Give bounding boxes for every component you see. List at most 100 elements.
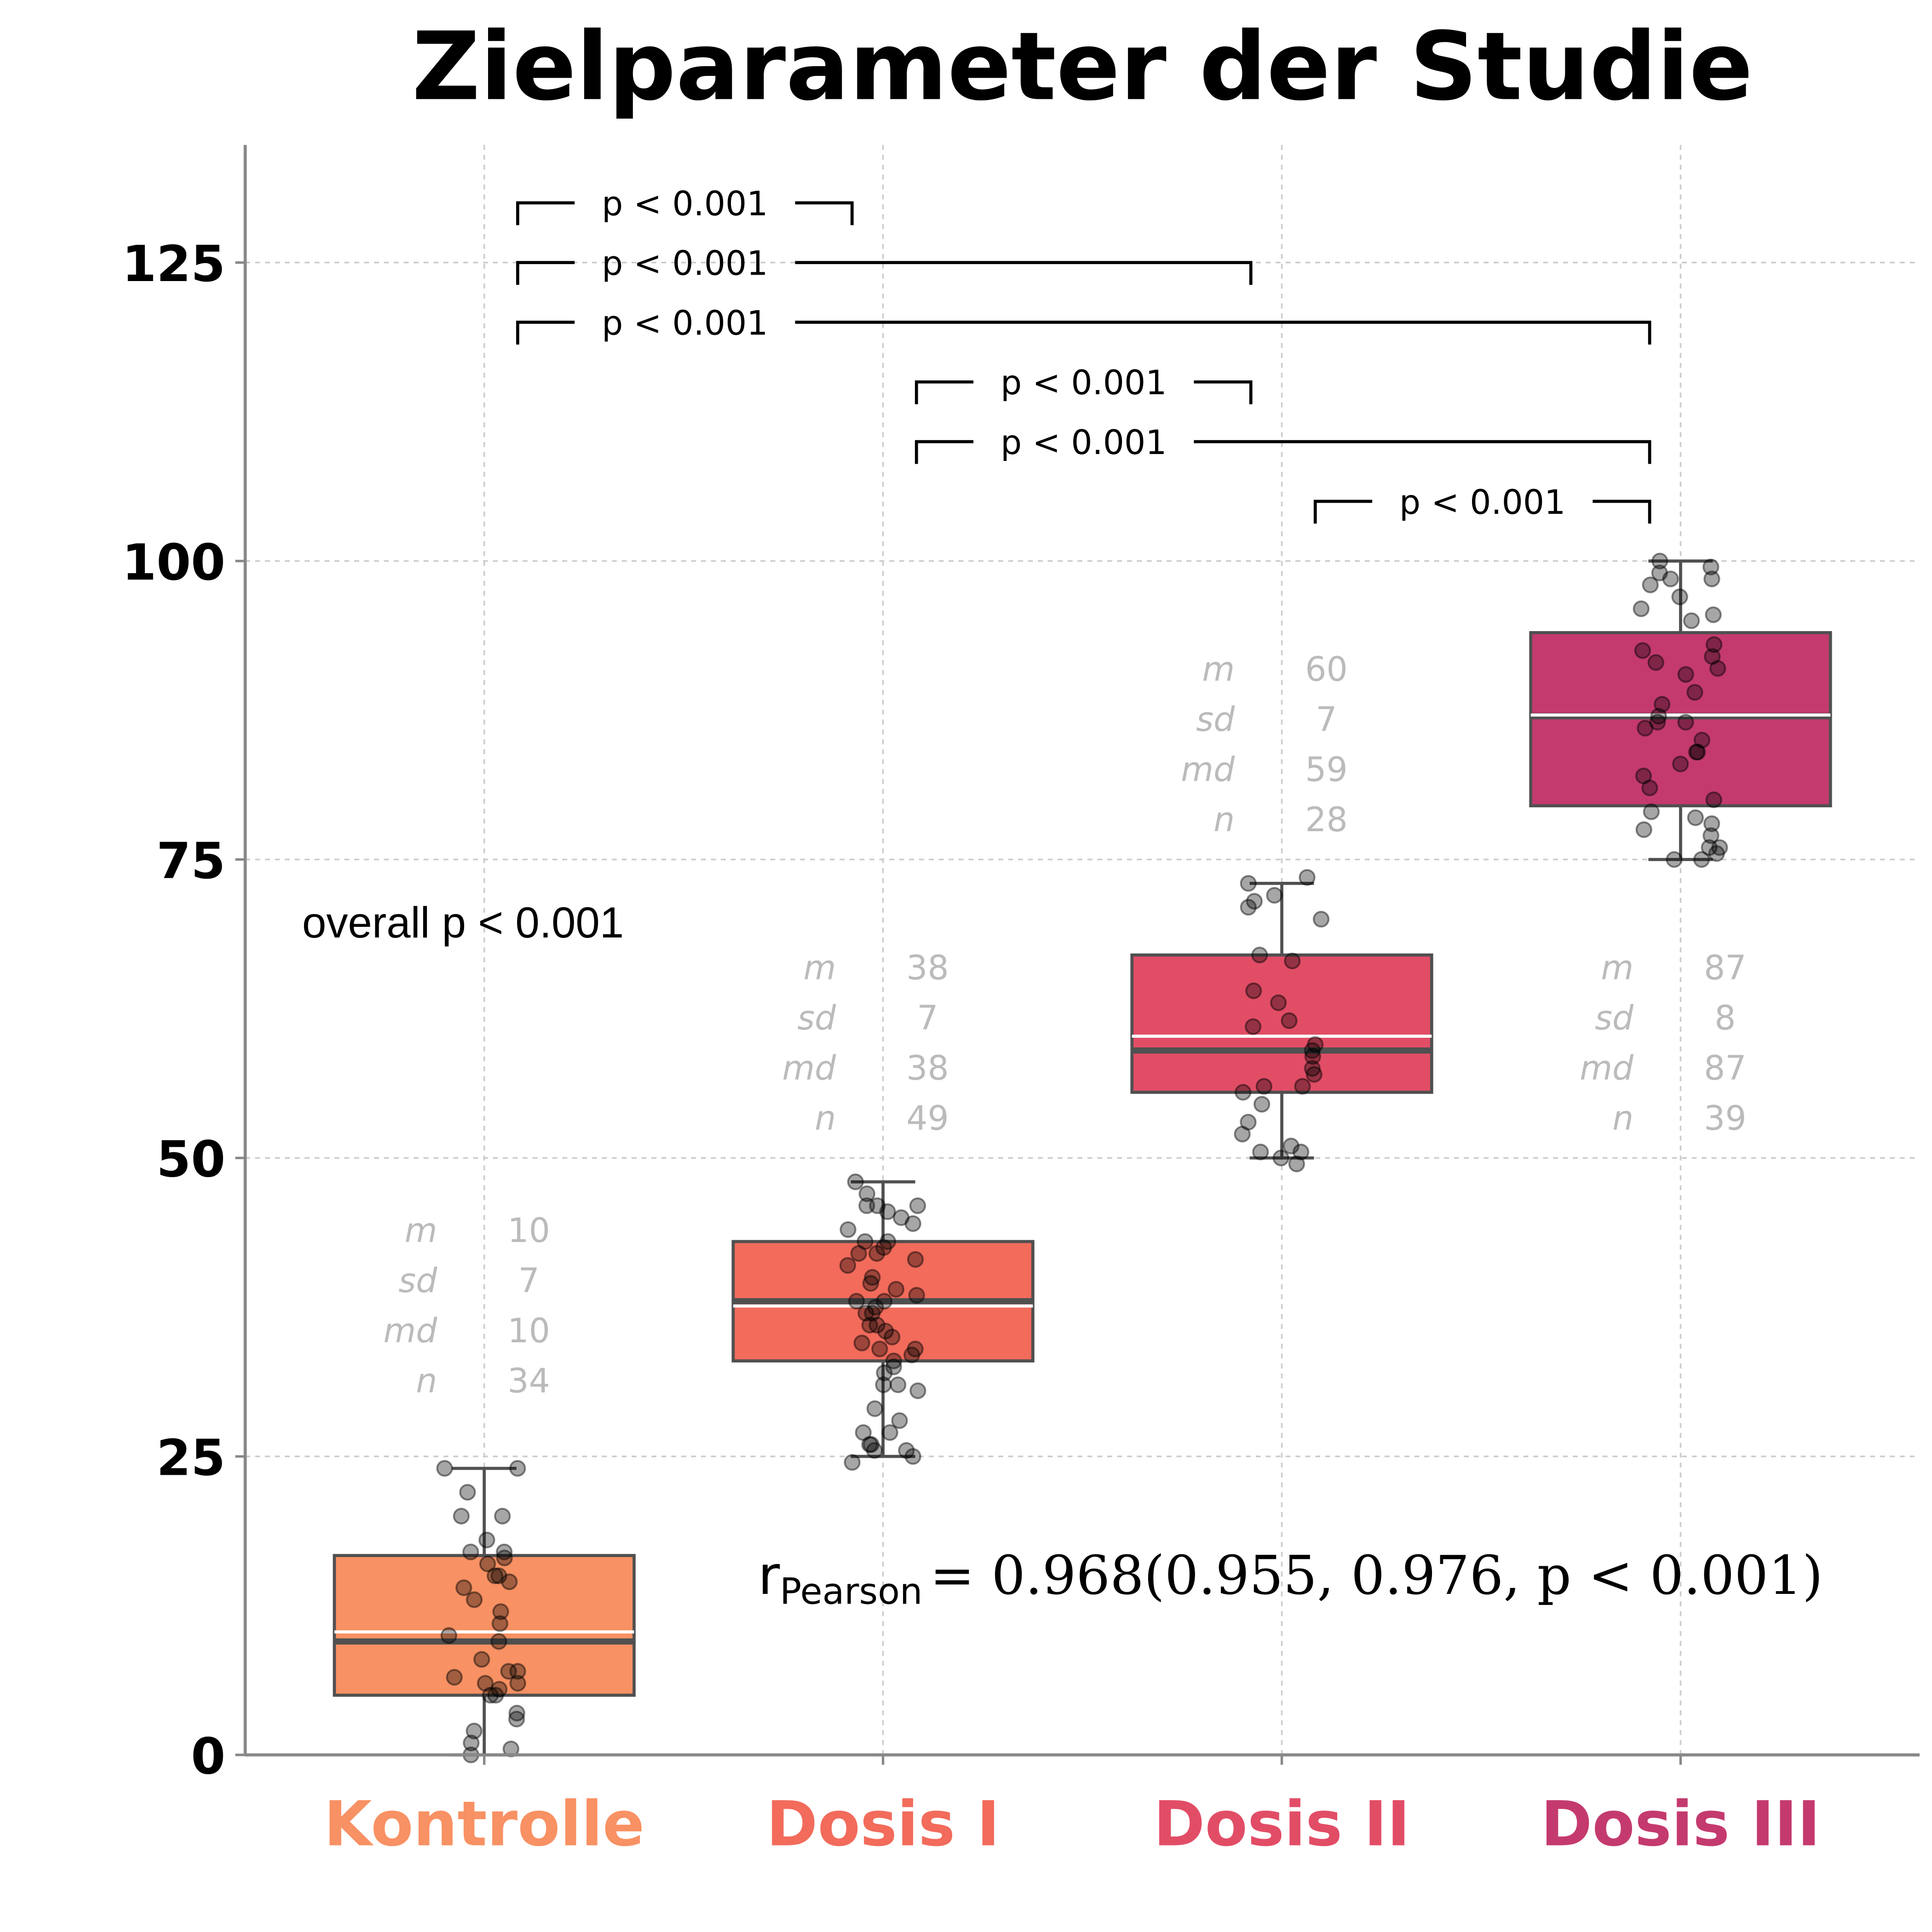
data-point bbox=[1635, 767, 1652, 784]
stat-value-sd: 8 bbox=[1714, 999, 1736, 1038]
data-point bbox=[1671, 588, 1688, 605]
data-point bbox=[477, 1675, 494, 1692]
data-point bbox=[1683, 612, 1700, 629]
data-point bbox=[436, 1460, 453, 1477]
data-point bbox=[1650, 707, 1667, 725]
data-point bbox=[861, 1436, 878, 1453]
data-point bbox=[490, 1633, 507, 1650]
data-point bbox=[1234, 1126, 1251, 1143]
data-point bbox=[1299, 869, 1316, 886]
data-point bbox=[1666, 851, 1683, 868]
boxes bbox=[333, 559, 1832, 1757]
data-point bbox=[904, 1215, 921, 1232]
data-point bbox=[496, 1549, 513, 1566]
stat-label-sd: sd bbox=[797, 999, 836, 1038]
data-point bbox=[858, 1197, 875, 1214]
stat-label-md: md bbox=[1580, 1049, 1634, 1088]
data-point bbox=[1304, 1042, 1321, 1059]
stat-value-n: 39 bbox=[1704, 1099, 1747, 1138]
pearson-subscript: Pearson bbox=[780, 1571, 922, 1613]
data-point bbox=[909, 1382, 926, 1399]
data-point bbox=[868, 1317, 886, 1334]
y-tick-label: 100 bbox=[122, 534, 225, 592]
data-point bbox=[1643, 803, 1660, 820]
data-point bbox=[1240, 1114, 1257, 1131]
data-point bbox=[853, 1334, 870, 1351]
data-point bbox=[1240, 899, 1257, 916]
y-tick-label: 50 bbox=[156, 1131, 225, 1189]
data-point bbox=[868, 1245, 886, 1262]
stat-value-m: 10 bbox=[507, 1212, 550, 1250]
significance-bracket bbox=[516, 261, 1253, 285]
x-tick-label-dosis-ii: Dosis II bbox=[1154, 1788, 1410, 1860]
annotations: m 10 sd 7 md 10 n 34 m 38 sd 7 md 38 n 49 m 60 sd 7 md 59 n 28 m… bbox=[383, 185, 1746, 1401]
x-tick-label-kontrolle: Kontrolle bbox=[324, 1788, 644, 1860]
data-point bbox=[862, 1436, 880, 1453]
data-point bbox=[1711, 839, 1728, 856]
data-point bbox=[1701, 839, 1718, 856]
data-point bbox=[1688, 743, 1705, 761]
data-point bbox=[1284, 952, 1301, 970]
data-point bbox=[1272, 1150, 1289, 1167]
significance-bracket bbox=[1313, 500, 1651, 524]
data-point bbox=[1693, 731, 1711, 749]
data-point bbox=[904, 1448, 921, 1465]
data-point bbox=[1255, 1078, 1273, 1095]
data-point bbox=[1647, 654, 1664, 671]
data-point bbox=[839, 1257, 857, 1274]
data-point bbox=[1662, 570, 1679, 587]
p-value-label: p < 0.001 bbox=[1000, 424, 1167, 462]
data-point bbox=[500, 1663, 517, 1680]
data-point bbox=[879, 1203, 896, 1220]
data-point bbox=[876, 1364, 893, 1381]
data-point bbox=[509, 1663, 526, 1680]
data-point bbox=[1649, 713, 1666, 731]
data-point bbox=[1282, 1138, 1300, 1155]
significance-bracket bbox=[516, 201, 854, 225]
x-tick-label-dosis-i: Dosis I bbox=[766, 1788, 1000, 1860]
data-point bbox=[881, 1424, 898, 1441]
data-point bbox=[903, 1346, 920, 1363]
data-point bbox=[1708, 845, 1725, 862]
data-point bbox=[850, 1245, 867, 1262]
data-point bbox=[508, 1704, 525, 1722]
data-point bbox=[440, 1627, 457, 1644]
box-0 bbox=[333, 1554, 636, 1697]
data-point bbox=[1240, 875, 1257, 892]
significance-bracket bbox=[516, 321, 1651, 345]
stat-label-md: md bbox=[782, 1049, 836, 1088]
data-point bbox=[857, 1305, 874, 1322]
data-point bbox=[887, 1281, 905, 1298]
data-point bbox=[892, 1209, 910, 1226]
data-point bbox=[1288, 1156, 1305, 1173]
data-point bbox=[861, 1317, 878, 1334]
data-point bbox=[885, 1358, 902, 1375]
data-point bbox=[1304, 1048, 1322, 1065]
data-point bbox=[855, 1424, 872, 1441]
data-point bbox=[466, 1591, 483, 1608]
data-point bbox=[876, 1293, 893, 1310]
data-point bbox=[1304, 1060, 1321, 1077]
data-point bbox=[907, 1340, 924, 1357]
data-point bbox=[509, 1460, 526, 1477]
y-tick-label: 125 bbox=[122, 236, 225, 293]
data-point bbox=[491, 1615, 508, 1632]
data-point bbox=[482, 1687, 499, 1704]
data-point bbox=[1270, 994, 1287, 1012]
data-point bbox=[478, 1531, 495, 1549]
data-point bbox=[1252, 1144, 1269, 1161]
stat-label-md: md bbox=[383, 1312, 437, 1351]
data-point bbox=[1689, 743, 1706, 761]
data-point bbox=[1672, 755, 1689, 773]
data-point bbox=[1709, 660, 1726, 677]
axes: 0 25 50 75 100 125 Kontrolle Dosis I Dosis II Dos… bbox=[122, 145, 1920, 1860]
data-point bbox=[1704, 648, 1721, 665]
data-point bbox=[509, 1675, 526, 1692]
significance-bracket bbox=[914, 440, 1651, 464]
data-point bbox=[1633, 600, 1650, 617]
data-point bbox=[463, 1734, 480, 1752]
stat-label-n: n bbox=[1612, 1099, 1633, 1138]
y-tick-label: 75 bbox=[156, 833, 225, 890]
data-point bbox=[1686, 684, 1703, 701]
